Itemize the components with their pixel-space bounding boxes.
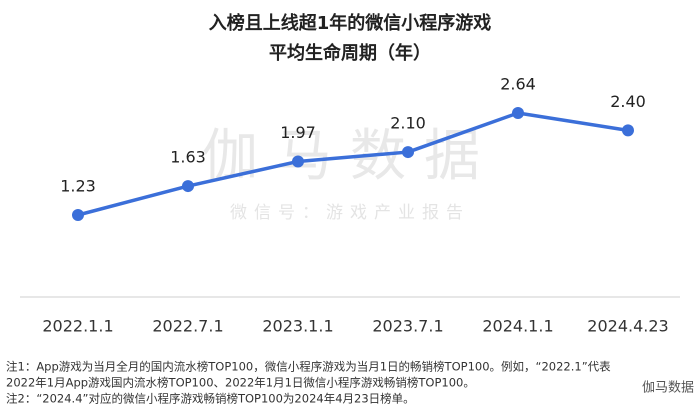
- point: [512, 107, 524, 119]
- line: [77, 111, 629, 217]
- point: [402, 146, 414, 159]
- note: 注1：App游戏为当月全月的国内流水榜TOP100，微信小程序游戏为当月1日的畅…: [6, 360, 611, 374]
- x-tick-label: 2023.7.1: [372, 317, 443, 336]
- point: [72, 209, 84, 221]
- point: [292, 155, 304, 168]
- note: 注2：“2024.4”对应的微信小程序游戏畅销榜TOP100为2024年4月23…: [6, 392, 415, 406]
- data-label: 2.40: [610, 92, 646, 111]
- chart-subtitle: 平均生命周期（年）: [269, 42, 431, 64]
- corner-mark: 伽马数据: [642, 381, 694, 396]
- data-label: 1.63: [170, 148, 206, 167]
- note: 2022年1月App游戏国内流水榜TOP100、2022年1月1日微信小程序游戏…: [6, 376, 475, 390]
- data-label: 2.10: [390, 114, 426, 133]
- data-label: 1.97: [280, 123, 316, 142]
- data-label: 2.64: [500, 75, 536, 94]
- watermark-sub: 微信号：游戏产业报告: [230, 203, 470, 223]
- x-tick-label: 2024.4.23: [587, 317, 668, 336]
- x-tick-label: 2023.1.1: [262, 317, 333, 336]
- x-tick-label: 2022.1.1: [42, 317, 113, 336]
- x-tick-label: 2024.1.1: [482, 317, 553, 336]
- point: [622, 124, 634, 137]
- chart-title: 入榜且上线超1年的微信小程序游戏: [209, 12, 492, 34]
- x-tick-label: 2022.7.1: [152, 317, 223, 336]
- data-label: 1.23: [60, 177, 96, 196]
- point: [182, 180, 194, 193]
